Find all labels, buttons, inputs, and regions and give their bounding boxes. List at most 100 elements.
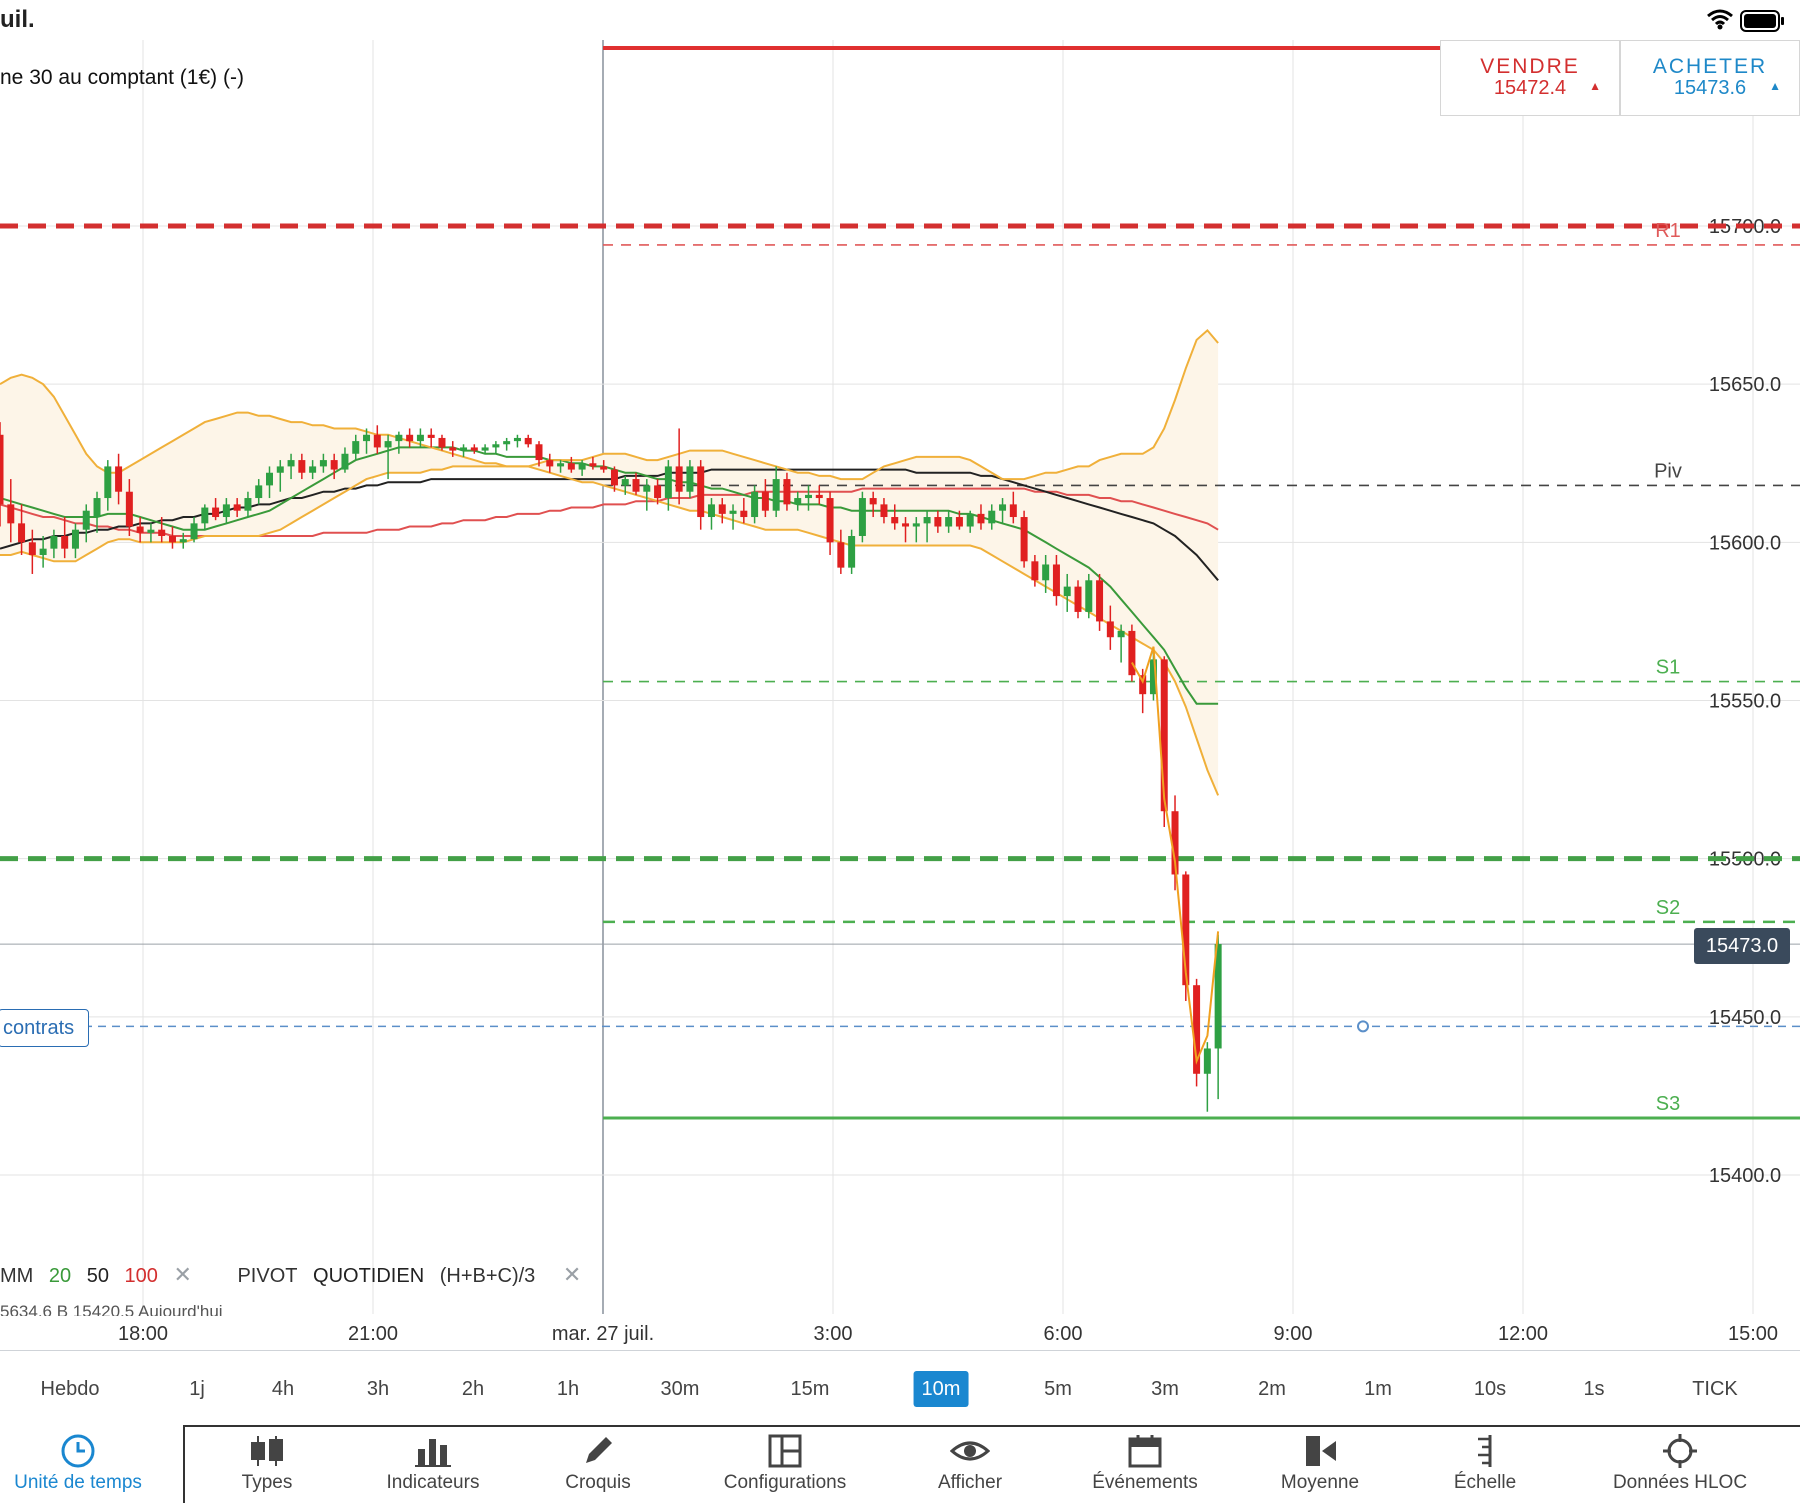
toolbar-bars-button[interactable]: Indicateurs xyxy=(353,1432,513,1494)
candle-body xyxy=(794,498,802,505)
toolbar-label: Types xyxy=(241,1472,293,1493)
legend-quotidien: QUOTIDIEN xyxy=(313,1265,425,1287)
candle-body xyxy=(1193,985,1201,1074)
candle-body xyxy=(945,517,953,527)
toolbar-crosshair-button[interactable]: Données HLOC xyxy=(1600,1432,1760,1494)
candle-body xyxy=(1149,659,1157,695)
price-chart[interactable]: 15400.015450.015500.015550.015600.015650… xyxy=(0,0,1800,1350)
remove-pivot-icon[interactable]: ✕ xyxy=(562,1262,582,1287)
toolbar-candles-button[interactable]: Types xyxy=(187,1432,347,1494)
toolbar-clock-button[interactable]: Unité de temps xyxy=(0,1432,158,1494)
timeframe-2h[interactable]: 2h xyxy=(461,1378,485,1400)
timeframe-1m[interactable]: 1m xyxy=(1364,1378,1392,1400)
pivot-level-label: R1 xyxy=(1655,220,1681,242)
timeframe-tick[interactable]: TICK xyxy=(1692,1378,1738,1400)
candle-body xyxy=(147,529,155,533)
candle-body xyxy=(18,523,26,543)
candle-body xyxy=(826,498,834,543)
candle-body xyxy=(1182,874,1190,986)
candle-body xyxy=(395,434,403,442)
toolbar-layout-button[interactable]: Configurations xyxy=(705,1432,865,1494)
candle-body xyxy=(1128,630,1136,676)
candle-body xyxy=(589,463,597,467)
toolbar-label: Données HLOC xyxy=(1612,1472,1748,1493)
candle-body xyxy=(1214,944,1222,1049)
x-tick-label: 15:00 xyxy=(1728,1323,1778,1345)
candle-body xyxy=(524,437,532,445)
sell-label: VENDRE xyxy=(1480,55,1580,78)
candle-body xyxy=(28,542,36,555)
y-tick-label: 15600.0 xyxy=(1709,532,1781,554)
candle-body xyxy=(880,504,888,518)
toolbar-pencil-button[interactable]: Croquis xyxy=(518,1432,678,1494)
candle-body xyxy=(1139,675,1147,695)
candle-body xyxy=(50,536,58,549)
toolbar-camera-button[interactable]: Moyenne xyxy=(1240,1432,1400,1494)
candle-body xyxy=(902,523,910,527)
legend-mm50: 50 xyxy=(86,1265,109,1287)
timeframe-1j[interactable]: 1j xyxy=(189,1378,205,1400)
candle-body xyxy=(643,485,651,492)
timeframe-5m[interactable]: 5m xyxy=(1044,1378,1072,1400)
toolbar-scale-button[interactable]: Échelle xyxy=(1405,1432,1565,1494)
candle-body xyxy=(729,510,737,514)
toolbar-label: Afficher xyxy=(937,1472,1003,1493)
sell-price: 15472.4 xyxy=(1493,77,1567,99)
candle-body xyxy=(578,463,586,470)
timeframe-hebdo[interactable]: Hebdo xyxy=(40,1378,100,1400)
candle-body xyxy=(654,485,662,499)
buy-button[interactable]: ACHETER 15473.6 ▲ xyxy=(1620,40,1800,116)
toolbar-calendar-button[interactable]: Événements xyxy=(1065,1432,1225,1494)
buy-label: ACHETER xyxy=(1652,55,1768,78)
candle-body xyxy=(363,434,371,442)
short-ma-line xyxy=(1131,646,1220,1065)
timeframe-2m[interactable]: 2m xyxy=(1258,1378,1286,1400)
candle-body xyxy=(438,437,446,448)
candle-body xyxy=(1203,1048,1211,1074)
timeframe-3h[interactable]: 3h xyxy=(366,1378,390,1400)
bollinger-band-fill xyxy=(0,330,1219,796)
toolbar-label: Événements xyxy=(1092,1472,1198,1493)
timeframe-10s[interactable]: 10s xyxy=(1473,1378,1507,1400)
candle-body xyxy=(1042,564,1050,581)
position-tag[interactable]: contrats xyxy=(0,1009,90,1047)
y-tick-label: 15450.0 xyxy=(1709,1007,1781,1029)
candle-body xyxy=(330,460,338,470)
timeframe-1s[interactable]: 1s xyxy=(1583,1378,1605,1400)
candle-body xyxy=(664,466,672,499)
candles-icon xyxy=(187,1432,347,1470)
timeframe-15m[interactable]: 15m xyxy=(790,1378,830,1400)
bars-icon xyxy=(353,1432,513,1470)
candle-body xyxy=(1020,517,1028,562)
hlc-legend: 5634.6 B 15420.5 Aujourd'hui xyxy=(0,1302,223,1316)
toolbar-eye-button[interactable]: Afficher xyxy=(890,1432,1050,1494)
candle-body xyxy=(751,491,759,518)
candle-body xyxy=(222,504,230,518)
pivot-level-label: S2 xyxy=(1656,897,1680,919)
candle-body xyxy=(1106,621,1114,638)
calendar-icon xyxy=(1065,1432,1225,1470)
candle-body xyxy=(319,460,327,467)
x-tick-label: 3:00 xyxy=(814,1323,853,1345)
candle-body xyxy=(244,498,252,511)
timeframe-1h[interactable]: 1h xyxy=(556,1378,580,1400)
candle-body xyxy=(179,539,187,543)
camera-icon xyxy=(1240,1432,1400,1470)
x-tick-label: 6:00 xyxy=(1044,1323,1083,1345)
candle-body xyxy=(416,434,424,442)
candle-body xyxy=(470,447,478,451)
remove-mm-icon[interactable]: ✕ xyxy=(173,1262,192,1287)
legend-mm: MM xyxy=(0,1265,34,1287)
sell-button[interactable]: VENDRE 15472.4 ▲ xyxy=(1440,40,1620,116)
candle-body xyxy=(815,494,823,499)
candle-body xyxy=(772,479,780,511)
candle-body xyxy=(1063,586,1071,597)
timeframe-3m[interactable]: 3m xyxy=(1151,1378,1179,1400)
toolbar-label: Configurations xyxy=(723,1472,847,1493)
toolbar-label: Échelle xyxy=(1453,1472,1517,1493)
timeframe-4h[interactable]: 4h xyxy=(271,1378,295,1400)
timeframe-10m[interactable]: 10m xyxy=(913,1371,969,1407)
toolbar-frame xyxy=(183,1425,1800,1503)
toolbar-label: Moyenne xyxy=(1280,1472,1360,1493)
timeframe-30m[interactable]: 30m xyxy=(660,1378,700,1400)
